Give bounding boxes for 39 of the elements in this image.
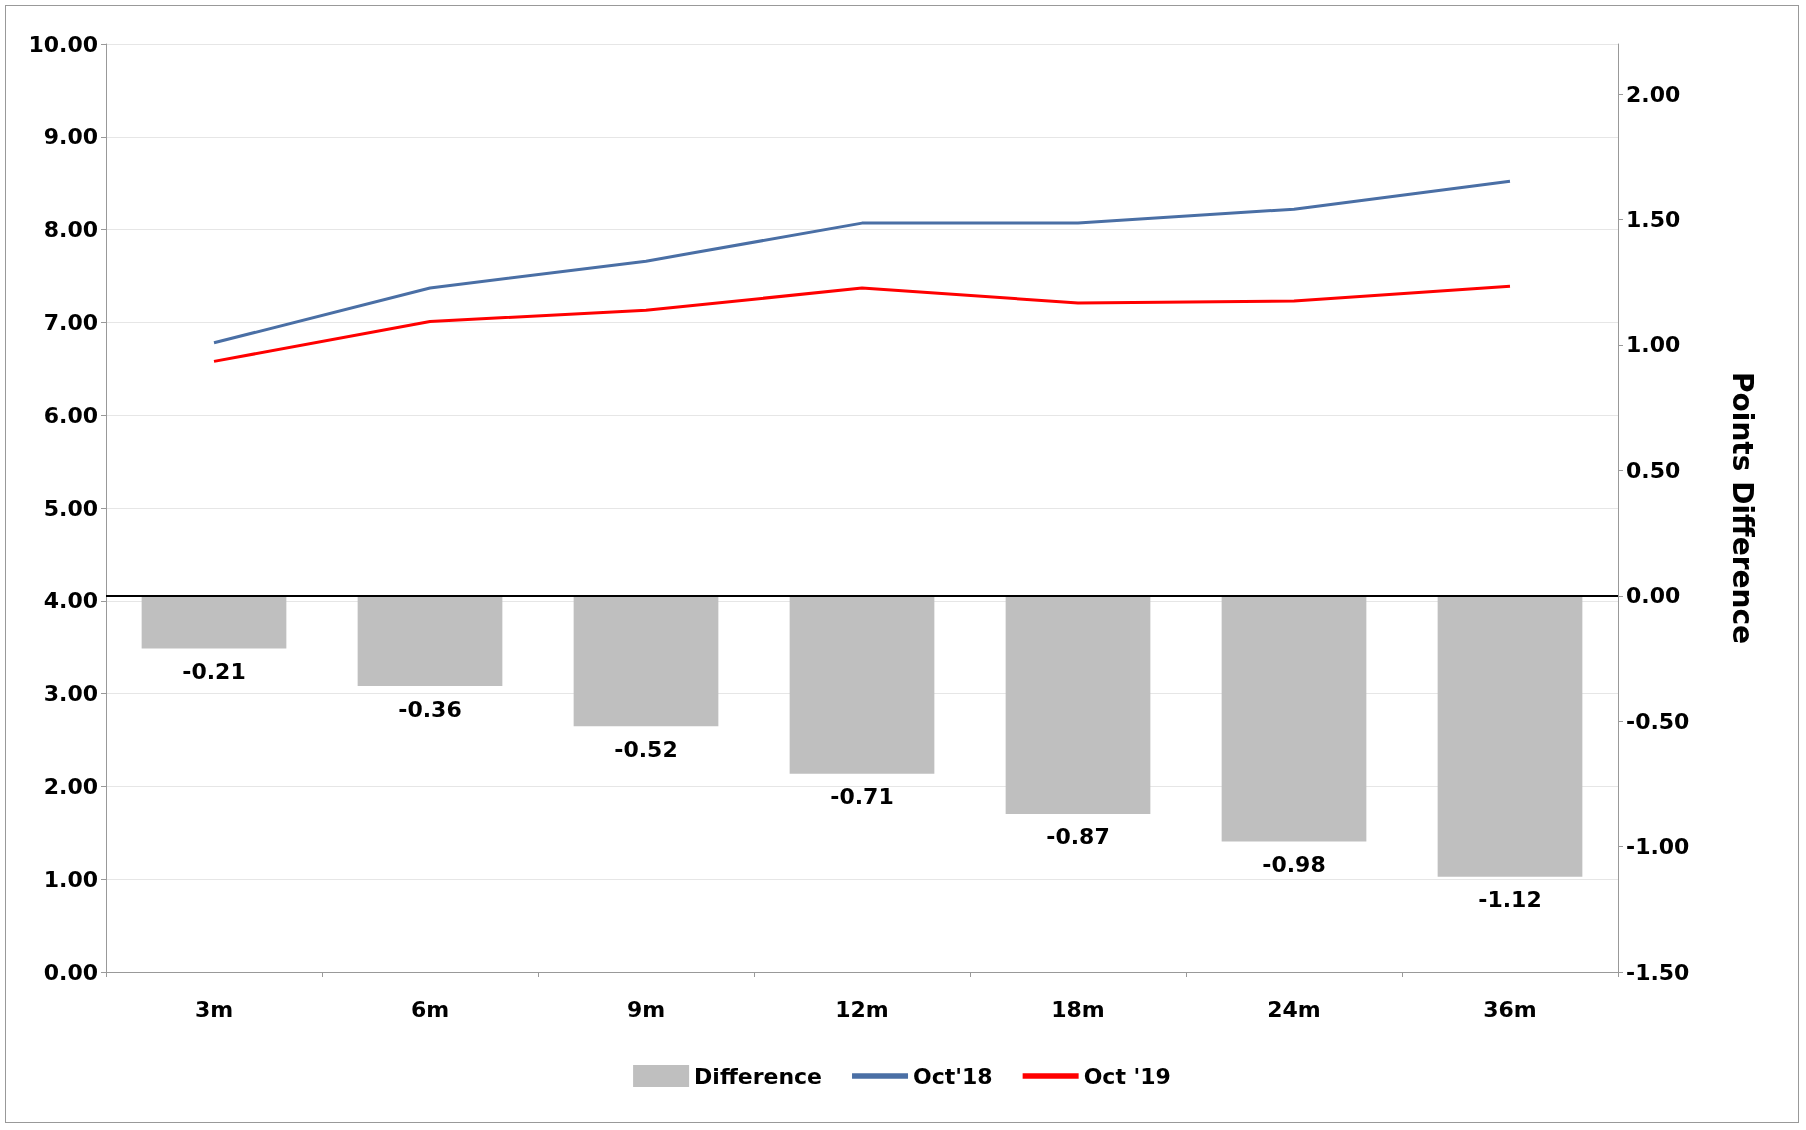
y-tick-label: 2.00 (43, 773, 98, 799)
y-tick-label: 8.00 (43, 217, 98, 243)
data-label: -0.98 (1262, 852, 1326, 878)
y2-tick-label: 2.00 (1626, 81, 1681, 107)
data-label: -0.36 (398, 696, 462, 722)
y-tick-label: 7.00 (43, 309, 98, 335)
x-tick-label: 36m (1483, 996, 1537, 1022)
x-tick-label: 6m (410, 996, 450, 1022)
y2-axis-title: Points Difference (1725, 372, 1759, 644)
data-label: -1.12 (1478, 887, 1542, 913)
y2-tick-label: -1.50 (1626, 959, 1690, 985)
line-series (212, 284, 1512, 363)
data-label: -0.87 (1046, 824, 1110, 850)
line-series (212, 179, 1512, 345)
x-tick-label: 12m (835, 996, 889, 1022)
legend-label: Difference (694, 1063, 823, 1089)
y-tick-label: 9.00 (43, 124, 98, 150)
y-tick-label: 1.00 (43, 866, 98, 892)
y2-tick-label: 1.00 (1626, 332, 1681, 358)
y-tick-label: 3.00 (43, 681, 98, 707)
x-tick-label: 9m (626, 996, 666, 1022)
y2-tick-label: 0.00 (1626, 583, 1681, 609)
y2-tick-label: -0.50 (1626, 708, 1690, 734)
y-tick-label: 4.00 (43, 588, 98, 614)
y-tick-label: 0.00 (43, 959, 98, 985)
legend-label: Oct '19 (1083, 1063, 1171, 1089)
x-tick-label: 18m (1051, 996, 1105, 1022)
y-tick-label: 10.00 (28, 31, 98, 57)
x-tick-label: 24m (1267, 996, 1321, 1022)
x-tick-label: 3m (194, 996, 234, 1022)
data-label: -0.52 (614, 736, 678, 762)
legend-label: Oct'18 (913, 1063, 993, 1089)
y2-tick-label: 0.50 (1626, 457, 1681, 483)
y-tick-label: 5.00 (43, 495, 98, 521)
y2-tick-label: 1.50 (1626, 207, 1681, 233)
data-label: -0.71 (830, 784, 894, 810)
y2-tick-label: -1.00 (1626, 834, 1690, 860)
data-label: -0.21 (182, 658, 246, 684)
y-tick-label: 6.00 (43, 402, 98, 428)
